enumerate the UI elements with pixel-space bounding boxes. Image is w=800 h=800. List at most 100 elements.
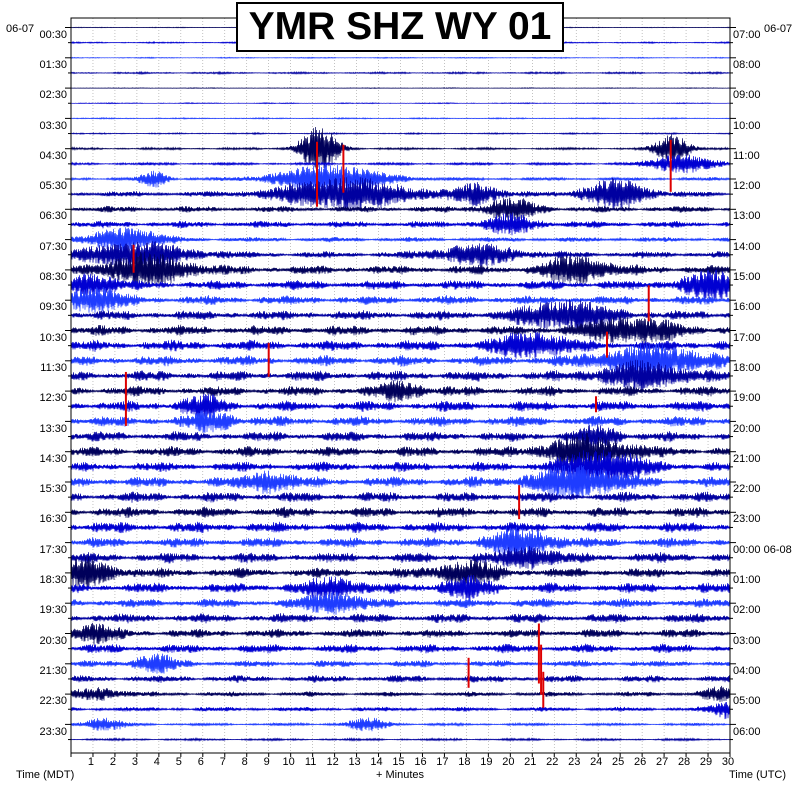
x-tick-label: 3	[131, 756, 138, 768]
x-tick-label: 9	[263, 756, 270, 768]
trace-row	[70, 685, 731, 703]
trace-row	[70, 394, 731, 419]
y-tick-label-left: 16:30	[39, 513, 67, 526]
date-left: 06-07	[6, 23, 35, 35]
date-right: 06-07	[764, 23, 793, 35]
trace-row	[70, 506, 731, 519]
y-tick-label-left: 06:30	[39, 210, 67, 223]
trace-row	[70, 212, 731, 236]
grid	[71, 18, 730, 753]
trace-row	[70, 316, 731, 345]
x-tick-label: 12	[326, 756, 339, 768]
y-tick-label-right: 07:00	[733, 28, 761, 41]
y-tick-label-left: 23:30	[39, 725, 67, 738]
x-tick-label: 26	[634, 756, 647, 768]
y-tick-label-right: 18:00	[733, 361, 761, 374]
x-tick-label: 15	[392, 756, 405, 768]
y-tick-label-right: 08:00	[733, 58, 761, 71]
y-tick-label-left: 17:30	[39, 543, 67, 556]
x-tick-label: 25	[612, 756, 625, 768]
y-tick-label-left: 00:30	[39, 28, 67, 41]
y-tick-label-right: 16:00	[733, 301, 761, 314]
seismogram-traces	[70, 26, 731, 743]
x-tick-label: 11	[304, 756, 317, 768]
x-tick-label: 14	[370, 756, 383, 768]
x-tick-label: 22	[546, 756, 559, 768]
trace-row	[70, 574, 731, 601]
x-tick-label: 20	[502, 756, 515, 768]
y-tick-label-right: 06:00	[733, 725, 761, 738]
y-tick-label-right: 15:00	[733, 271, 761, 284]
y-tick-label-left: 15:30	[39, 483, 67, 496]
x-tick-label: 19	[480, 756, 493, 768]
y-tick-label-right: 09:00	[733, 89, 761, 102]
trace-row	[70, 163, 731, 194]
trace-row	[70, 410, 731, 433]
y-tick-label-left: 03:30	[39, 119, 67, 132]
y-tick-label-left: 02:30	[39, 89, 67, 102]
x-tick-label: 23	[568, 756, 581, 768]
trace-row	[70, 546, 731, 571]
trace-row	[70, 591, 731, 615]
y-tick-label-left: 18:30	[39, 574, 67, 587]
y-tick-label-right: 00:00 06-08	[733, 543, 792, 556]
time-right-label: Time (UTC)	[729, 769, 787, 781]
x-tick-label: 8	[241, 756, 248, 768]
trace-row	[70, 491, 731, 503]
x-tick-label: 10	[282, 756, 295, 768]
time-left-label: Time (MDT)	[16, 769, 75, 781]
trace-row	[70, 102, 731, 105]
trace-row	[70, 241, 731, 268]
trace-row	[70, 269, 731, 301]
y-tick-label-right: 01:00	[733, 574, 761, 587]
trace-row	[70, 521, 731, 534]
x-tick-label: 5	[175, 756, 182, 768]
trace-row	[70, 70, 731, 76]
y-tick-label-left: 10:30	[39, 331, 67, 344]
y-tick-label-left: 08:30	[39, 271, 67, 284]
trace-row	[70, 380, 731, 403]
y-tick-label-left: 14:30	[39, 452, 67, 465]
y-tick-label-right: 14:00	[733, 240, 761, 253]
y-tick-label-left: 01:30	[39, 58, 67, 71]
x-tick-label: 27	[655, 756, 669, 768]
y-tick-label-right: 02:00	[733, 604, 761, 617]
chart-title: YMR SHZ WY 01	[236, 2, 564, 52]
y-tick-label-right: 20:00	[733, 422, 761, 435]
trace-row	[70, 613, 731, 624]
trace-row	[70, 287, 731, 313]
y-tick-label-right: 11:00	[733, 149, 760, 162]
x-tick-label: 21	[524, 756, 537, 768]
y-tick-label-left: 13:30	[39, 422, 67, 435]
trace-row	[70, 432, 731, 470]
trace-row	[70, 465, 731, 500]
y-tick-label-right: 22:00	[733, 483, 761, 496]
x-tick-label: 4	[153, 756, 160, 768]
y-tick-label-right: 05:00	[733, 695, 761, 708]
y-tick-label-right: 03:00	[733, 634, 761, 647]
trace-row	[70, 359, 731, 393]
trace-row	[70, 701, 731, 720]
x-tick-label: 24	[590, 756, 603, 768]
trace-row	[70, 556, 731, 588]
trace-row	[70, 342, 731, 379]
x-tick-label: 2	[109, 756, 116, 768]
trace-row	[70, 177, 731, 211]
x-tick-label: 13	[348, 756, 361, 768]
trace-row	[70, 450, 731, 484]
axis-ticks	[65, 27, 736, 757]
trace-row	[70, 526, 731, 559]
y-tick-label-right: 23:00	[733, 513, 761, 526]
y-tick-label-right: 10:00	[733, 119, 761, 132]
y-tick-label-right: 13:00	[733, 210, 761, 223]
x-tick-label: 28	[677, 756, 691, 768]
y-tick-label-left: 11:30	[40, 361, 67, 374]
y-tick-label-left: 19:30	[39, 604, 67, 617]
x-tick-label: 29	[699, 756, 713, 768]
trace-row	[70, 56, 731, 60]
y-tick-label-right: 19:00	[733, 392, 761, 405]
y-tick-label-right: 04:00	[733, 664, 761, 677]
x-tick-label: 17	[436, 756, 449, 768]
event-markers	[124, 139, 672, 708]
y-tick-label-left: 07:30	[39, 240, 67, 253]
